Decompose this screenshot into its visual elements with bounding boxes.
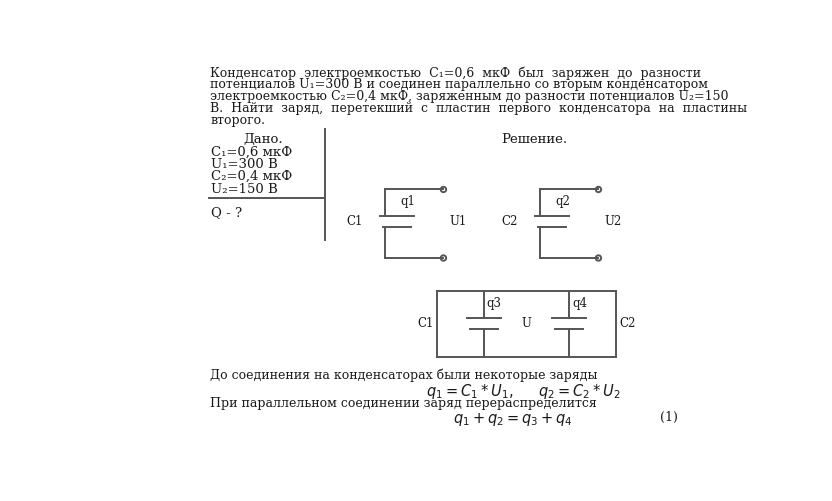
Text: Решение.: Решение. (501, 133, 567, 146)
Text: При параллельном соединении заряд перераспределится: При параллельном соединении заряд перера… (210, 397, 597, 410)
Text: потенциалов U₁=300 В и соединен параллельно со вторым конденсатором: потенциалов U₁=300 В и соединен параллел… (210, 78, 708, 91)
Text: (1): (1) (661, 411, 678, 424)
Text: электроемкостью С₂=0,4 мкФ, заряженным до разности потенциалов U₂=150: электроемкостью С₂=0,4 мкФ, заряженным д… (210, 90, 729, 103)
Text: Дано.: Дано. (243, 133, 283, 146)
Text: До соединения на конденсаторах были некоторые заряды: До соединения на конденсаторах были неко… (210, 368, 597, 382)
Text: C1: C1 (346, 215, 363, 228)
Text: q3: q3 (487, 297, 502, 310)
Text: В.  Найти  заряд,  перетекший  с  пластин  первого  конденсатора  на  пластины: В. Найти заряд, перетекший с пластин пер… (210, 102, 747, 115)
Text: U: U (522, 317, 532, 330)
Text: C1: C1 (417, 317, 433, 330)
Text: $q_1 + q_2 = q_3 + q_4$: $q_1 + q_2 = q_3 + q_4$ (453, 411, 572, 428)
Text: C2: C2 (619, 317, 636, 330)
Text: q1: q1 (400, 195, 415, 208)
Text: Q - ?: Q - ? (211, 205, 242, 218)
Text: C2: C2 (502, 215, 518, 228)
Text: С₁=0,6 мкФ: С₁=0,6 мкФ (211, 146, 292, 159)
Text: q2: q2 (555, 195, 570, 208)
Text: U₂=150 В: U₂=150 В (211, 182, 278, 195)
Text: $q_1 = C_1 * U_1,$: $q_1 = C_1 * U_1,$ (426, 382, 513, 401)
Text: U2: U2 (605, 215, 622, 228)
Text: $q_2 = C_2 * U_2$: $q_2 = C_2 * U_2$ (538, 382, 621, 401)
Text: q4: q4 (572, 297, 587, 310)
Text: U₁=300 В: U₁=300 В (211, 158, 278, 171)
Text: Конденсатор  электроемкостью  С₁=0,6  мкФ  был  заряжен  до  разности: Конденсатор электроемкостью С₁=0,6 мкФ б… (210, 66, 701, 80)
Text: С₂=0,4 мкФ: С₂=0,4 мкФ (211, 170, 292, 183)
Text: U1: U1 (449, 215, 467, 228)
Text: второго.: второго. (210, 114, 265, 127)
